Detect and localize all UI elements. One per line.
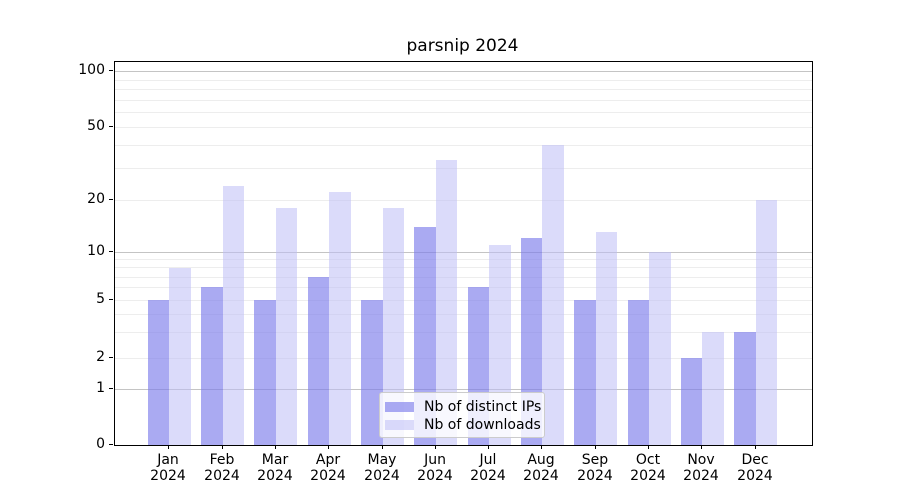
bar-downloads xyxy=(755,200,778,445)
gridline-minor xyxy=(115,112,812,113)
x-tick-label: Apr 2024 xyxy=(310,452,346,484)
bar-downloads xyxy=(542,144,564,445)
gridline-minor xyxy=(115,100,812,101)
y-tick-mark xyxy=(109,126,113,127)
x-tick-mark xyxy=(488,445,489,449)
x-tick-label: Oct 2024 xyxy=(630,452,666,484)
bar-downloads xyxy=(649,252,671,445)
bar-downloads xyxy=(595,232,618,445)
x-tick-mark xyxy=(435,445,436,449)
gridline-minor xyxy=(115,168,812,169)
gridline-minor xyxy=(115,89,812,90)
gridline-major xyxy=(115,389,812,390)
x-tick-mark xyxy=(382,445,383,449)
bar-distinct-ips xyxy=(254,300,276,445)
y-tick-mark xyxy=(109,388,113,389)
bar-distinct-ips xyxy=(414,226,436,445)
x-tick-mark xyxy=(755,445,756,449)
chart-title: parsnip 2024 xyxy=(406,36,519,56)
y-tick-mark xyxy=(109,251,113,252)
x-tick-mark xyxy=(275,445,276,449)
y-tick-mark xyxy=(109,70,113,71)
x-tick-mark xyxy=(168,445,169,449)
legend-item-distinct-ips: Nb of distinct IPs xyxy=(385,398,541,415)
x-tick-mark xyxy=(541,445,542,449)
legend-item-downloads: Nb of downloads xyxy=(385,416,541,433)
y-tick-label: 2 xyxy=(96,349,105,365)
bar-distinct-ips xyxy=(201,287,223,445)
bar-downloads xyxy=(435,160,458,445)
gridline-minor xyxy=(115,80,812,81)
bar-distinct-ips xyxy=(627,300,649,445)
bar-distinct-ips xyxy=(680,358,703,445)
legend: Nb of distinct IPs Nb of downloads xyxy=(379,392,545,438)
x-tick-label: Sep 2024 xyxy=(577,452,613,484)
bar-downloads xyxy=(329,192,351,445)
gridline-major xyxy=(115,252,812,253)
y-tick-mark xyxy=(109,444,113,445)
bar-downloads xyxy=(702,332,724,445)
bar-downloads xyxy=(222,185,245,445)
x-tick-label: Feb 2024 xyxy=(204,452,240,484)
x-tick-mark xyxy=(222,445,223,449)
bar-distinct-ips xyxy=(361,300,383,445)
x-tick-label: Jan 2024 xyxy=(150,452,186,484)
y-tick-label: 20 xyxy=(87,191,105,207)
gridline-minor xyxy=(115,267,812,268)
x-tick-label: Jun 2024 xyxy=(417,452,453,484)
gridline-minor xyxy=(115,314,812,315)
legend-swatch-downloads xyxy=(385,419,414,430)
gridline-major xyxy=(115,71,812,72)
x-tick-mark xyxy=(328,445,329,449)
x-tick-label: Nov 2024 xyxy=(683,452,719,484)
legend-label-downloads: Nb of downloads xyxy=(424,416,541,433)
x-tick-label: Aug 2024 xyxy=(523,452,559,484)
x-tick-label: Mar 2024 xyxy=(257,452,293,484)
plot-area: Nb of distinct IPs Nb of downloads xyxy=(114,61,813,446)
bar-downloads xyxy=(382,207,404,445)
bar-distinct-ips xyxy=(734,332,756,445)
gridline-minor xyxy=(115,127,812,128)
y-tick-mark xyxy=(109,299,113,300)
gridline-minor xyxy=(115,300,812,301)
y-tick-label: 0 xyxy=(96,436,105,452)
gridline-minor xyxy=(115,145,812,146)
x-tick-mark xyxy=(648,445,649,449)
y-tick-label: 50 xyxy=(87,118,105,134)
x-tick-mark xyxy=(595,445,596,449)
y-tick-mark xyxy=(109,357,113,358)
x-tick-label: Dec 2024 xyxy=(737,452,773,484)
gridline-minor xyxy=(115,277,812,278)
y-tick-mark xyxy=(109,199,113,200)
gridline-minor xyxy=(115,332,812,333)
legend-swatch-distinct-ips xyxy=(385,401,414,412)
gridline-minor xyxy=(115,200,812,201)
y-tick-label: 5 xyxy=(96,291,105,307)
y-tick-label: 1 xyxy=(96,380,105,396)
gridline-minor xyxy=(115,259,812,260)
gridline-minor xyxy=(115,287,812,288)
y-tick-label: 100 xyxy=(78,62,105,78)
x-tick-mark xyxy=(701,445,702,449)
bar-downloads xyxy=(275,207,298,445)
bar-distinct-ips xyxy=(147,300,170,445)
bar-distinct-ips xyxy=(574,300,596,445)
bar-downloads xyxy=(169,267,191,445)
gridline-minor xyxy=(115,358,812,359)
bar-distinct-ips xyxy=(307,276,330,445)
y-tick-label: 10 xyxy=(87,243,105,259)
x-tick-label: Jul 2024 xyxy=(470,452,506,484)
x-tick-label: May 2024 xyxy=(364,452,400,484)
legend-label-distinct-ips: Nb of distinct IPs xyxy=(424,398,542,415)
